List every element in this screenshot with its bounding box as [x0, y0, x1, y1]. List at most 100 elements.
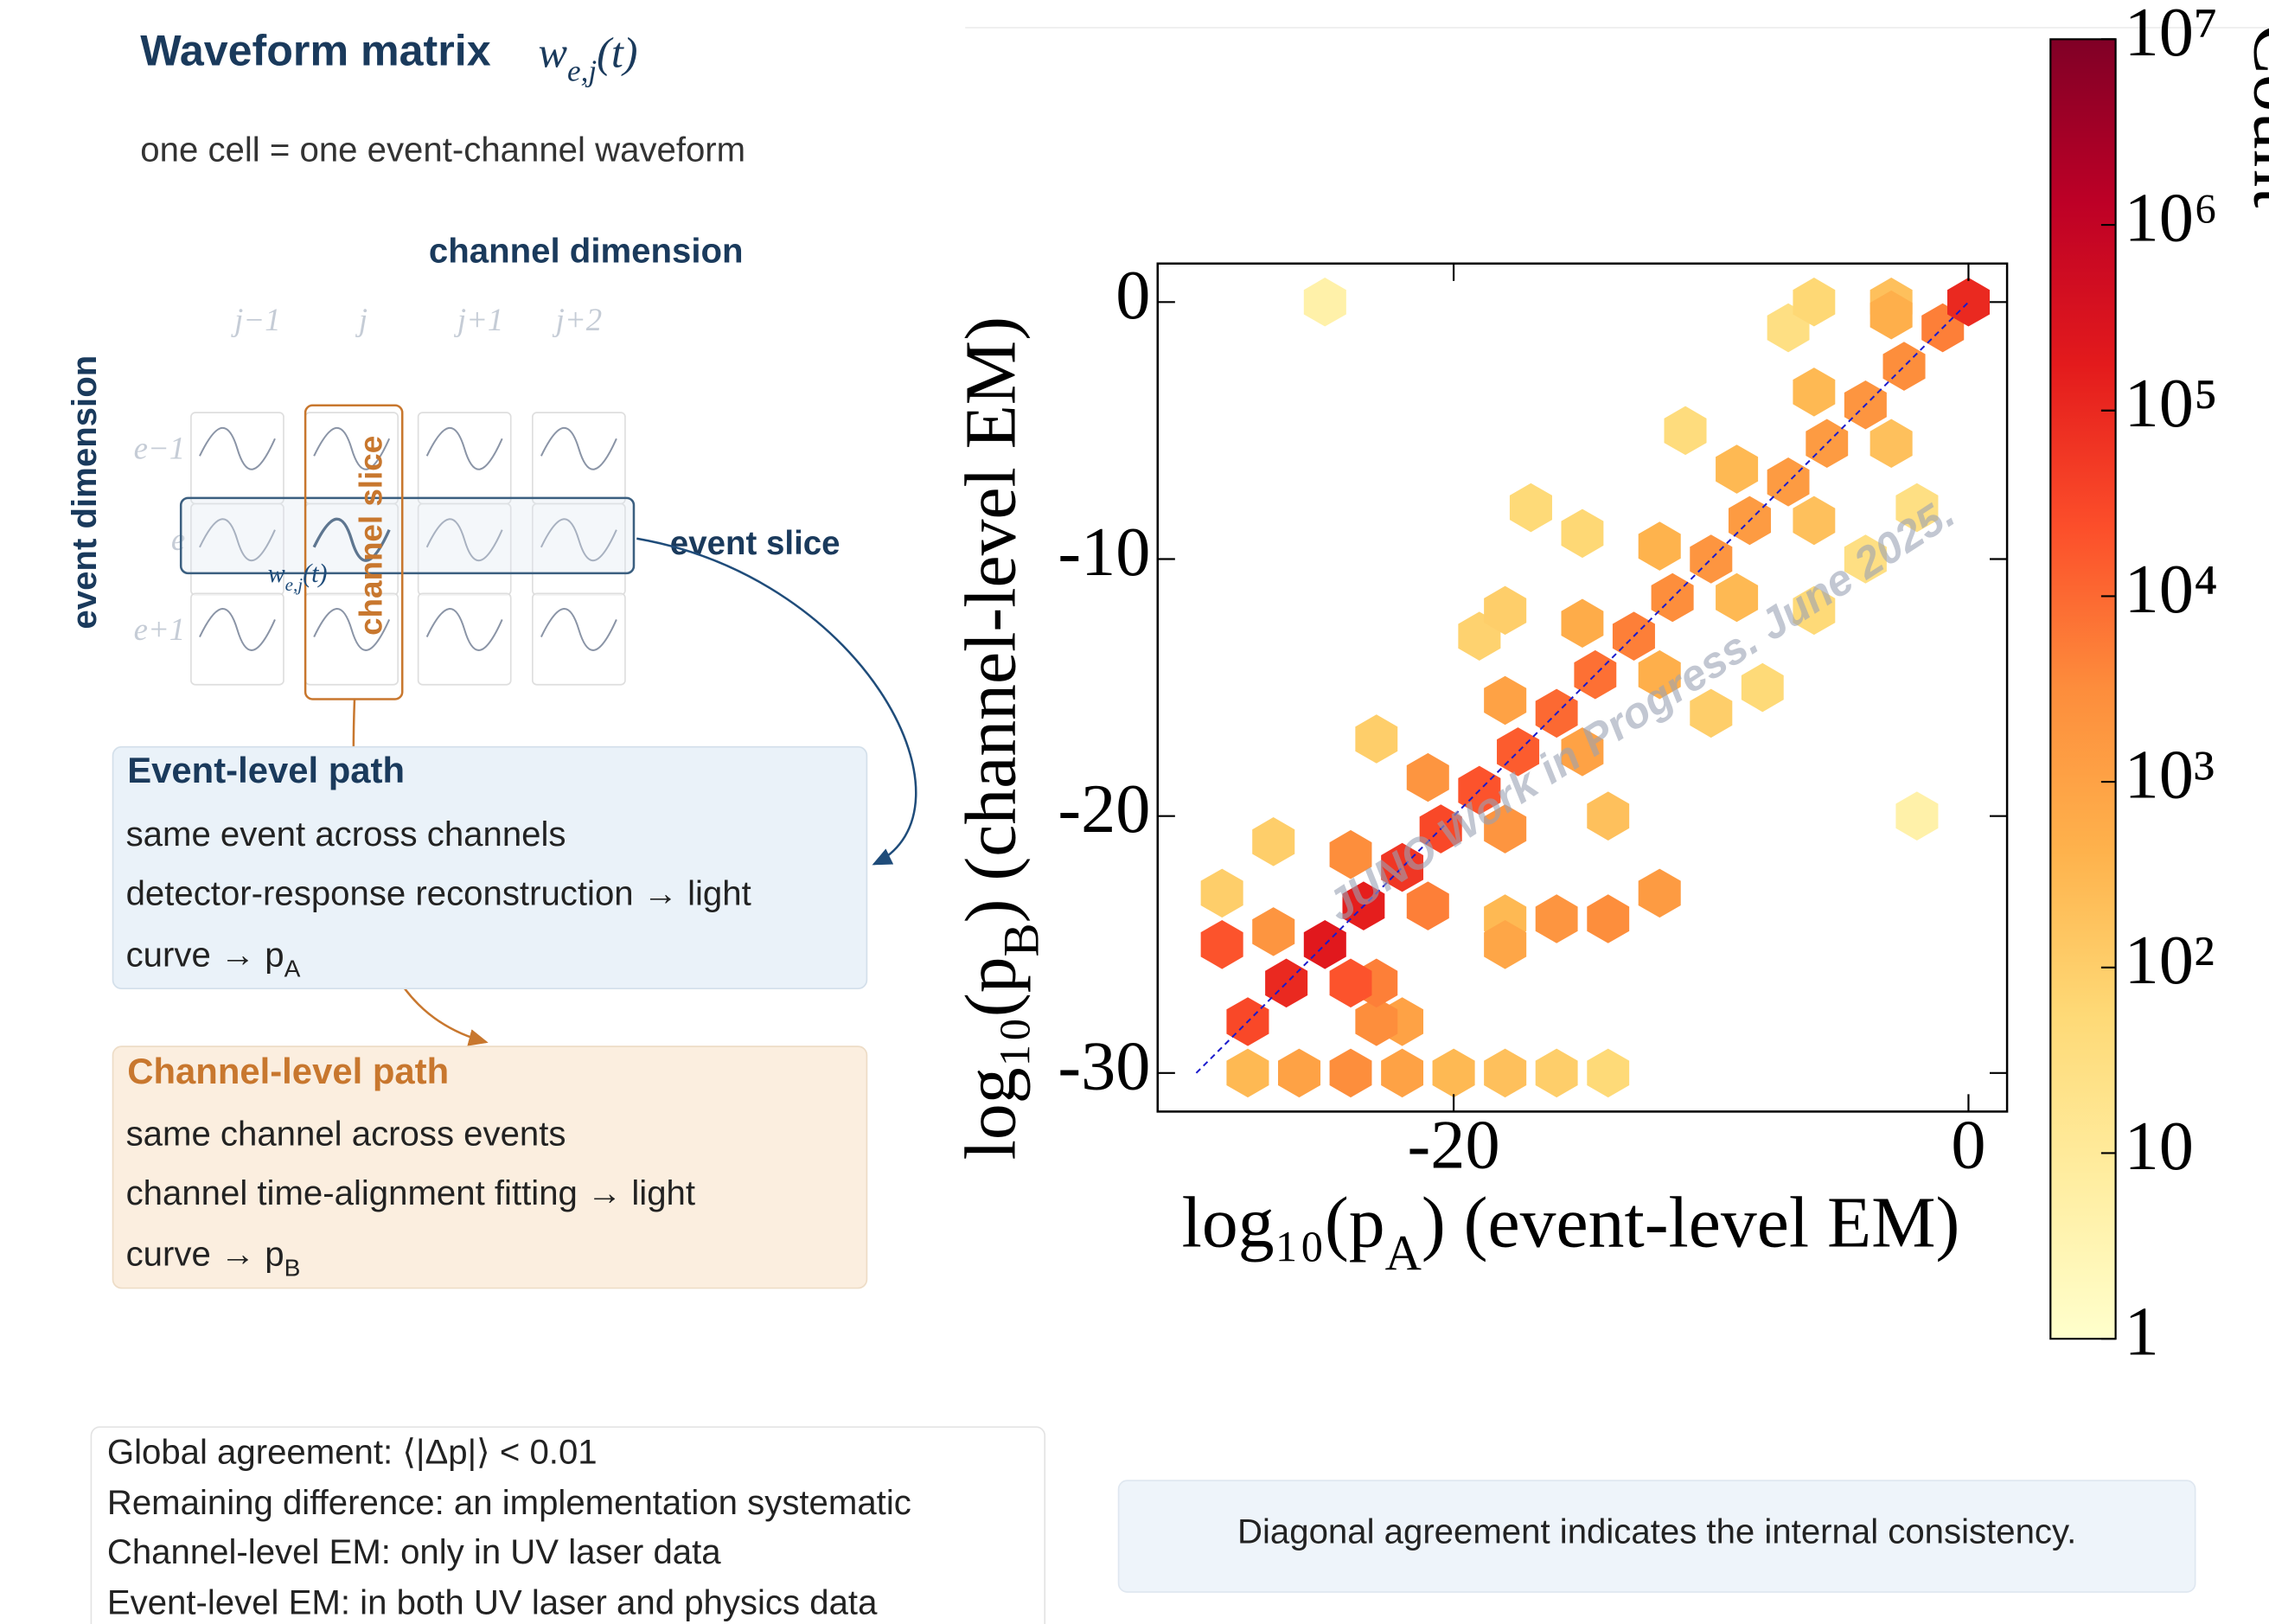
- hexbin-cell: [1793, 585, 1836, 636]
- caption: Diagonal agreement indicates the interna…: [1237, 1512, 2076, 1551]
- hexbin-cell: [1381, 1048, 1424, 1098]
- waveform: [425, 426, 503, 470]
- math-part: e,j: [567, 54, 597, 87]
- colorbar-tick-label: 10⁴: [2125, 551, 2218, 628]
- x-tick-label: 0: [1951, 1107, 1985, 1184]
- hexbin-cell: [1690, 534, 1733, 584]
- waveform: [313, 426, 391, 470]
- hexbin-cell: [1329, 958, 1372, 1008]
- event-path-box: [112, 745, 868, 990]
- cell: [532, 412, 626, 505]
- math-part: (t): [303, 559, 327, 588]
- event-axis: event dimension: [65, 355, 104, 630]
- hexbin-cell: [1741, 662, 1784, 713]
- cell: [190, 592, 284, 686]
- hexbin-cell: [1484, 804, 1527, 854]
- colorbar-label: Count: [2238, 24, 2269, 208]
- math-part: curve → p: [126, 935, 284, 974]
- note: Remaining difference: an implementation …: [107, 1483, 911, 1522]
- waveform: [199, 518, 276, 562]
- math-part: B: [994, 923, 1050, 956]
- y-tick-label: 0: [1115, 257, 1150, 334]
- hexbin-cell: [1406, 881, 1449, 930]
- y-tick-label: -10: [1058, 514, 1150, 591]
- hexbin-cell: [1895, 483, 1939, 533]
- math-part: A: [1385, 1225, 1422, 1282]
- column-label: j: [355, 302, 368, 337]
- hexbin-cell: [1278, 1048, 1321, 1098]
- hexbin-cell: [1870, 290, 1913, 340]
- event-slice-box: [179, 496, 636, 575]
- hexbin-cell: [1561, 598, 1604, 649]
- hexbin-cell: [1484, 1048, 1527, 1098]
- waveform: [313, 608, 391, 651]
- hexbin-cell: [1716, 444, 1759, 494]
- math-part: curve → p: [126, 1234, 284, 1273]
- hexbin-cell: [1587, 894, 1630, 943]
- colorbar-tick-label: 10⁶: [2125, 179, 2218, 256]
- subtitle: one cell = one event-channel waveform: [140, 131, 745, 169]
- hexbin-cell: [1303, 920, 1346, 969]
- event-path-title: Event-level path: [127, 750, 405, 790]
- hexbin-cell: [1252, 907, 1295, 956]
- note: Channel-level EM: only in UV laser data: [107, 1532, 721, 1571]
- math-part: A: [284, 955, 301, 981]
- hexbin-cell: [1329, 829, 1372, 879]
- waveform: [540, 608, 617, 651]
- hexbin-cell: [1561, 727, 1604, 777]
- hexbin-cell: [1535, 894, 1578, 943]
- colorbar-tick-label: 1: [2125, 1294, 2159, 1371]
- hexbin-cell: [1484, 920, 1527, 969]
- math-part: w: [268, 559, 285, 588]
- hexbin-cell: [1561, 508, 1604, 559]
- hexbin-cell: [1535, 1048, 1578, 1098]
- hexbin-cell: [1767, 457, 1810, 507]
- notes-box: [90, 1426, 1046, 1624]
- plot-frame: [1156, 262, 2009, 1113]
- hexbin-cell: [1497, 727, 1540, 777]
- math-part: (t): [597, 28, 637, 76]
- row-label: e−1: [134, 431, 186, 466]
- waveform: [312, 517, 391, 562]
- cell: [417, 592, 512, 686]
- column-label: j−1: [231, 302, 280, 337]
- title: Waveform matrix: [140, 26, 490, 74]
- math-part: log₁₀(p: [1182, 1183, 1385, 1263]
- hexbin-cell: [1882, 342, 1926, 391]
- row-label: e+1: [134, 611, 186, 647]
- title-math: we,j(t): [539, 28, 638, 87]
- hexbin-cell: [1587, 791, 1630, 841]
- colorbar: [2049, 38, 2117, 1340]
- hexbin-cell: [1200, 920, 1243, 969]
- hexbin-cell: [1690, 688, 1733, 738]
- event-path-line: same event across channels: [126, 815, 566, 854]
- math-part: log₁₀(p: [951, 956, 1032, 1160]
- hexbin-cell: [1870, 419, 1913, 469]
- event-arrow: [636, 537, 917, 866]
- hexbin-cell: [1303, 277, 1346, 327]
- waveform: [425, 518, 503, 562]
- hexbin-cell: [1716, 572, 1759, 623]
- event-path-line: detector-response reconstruction → light: [126, 874, 751, 913]
- hexbin-cell: [1793, 277, 1836, 327]
- y-axis-label: log₁₀(pB) (channel-level EM): [951, 316, 1050, 1160]
- math-part: B: [284, 1255, 301, 1282]
- hexbin-cell: [1406, 752, 1449, 802]
- hexbin-cell: [1793, 368, 1836, 417]
- colorbar-tick-label: 10³: [2125, 737, 2215, 814]
- channel-path-line: curve → pB: [126, 1234, 301, 1281]
- column-label: j+2: [553, 302, 602, 337]
- column-label: j+1: [454, 302, 503, 337]
- y-tick-label: -30: [1058, 1027, 1150, 1104]
- waveform: [199, 426, 276, 470]
- hexbin-cell: [1844, 534, 1887, 584]
- hexbin-cell: [1484, 585, 1527, 636]
- channel-axis: channel dimension: [429, 232, 744, 271]
- y-tick-label: -20: [1058, 770, 1150, 847]
- note: Event-level EM: in both UV laser and phy…: [107, 1583, 878, 1622]
- channel-path-line: channel time-alignment fitting → light: [126, 1173, 695, 1212]
- math-part: ) (channel-level EM): [951, 316, 1032, 923]
- x-axis-label: log₁₀(pA) (event-level EM): [1182, 1183, 1960, 1282]
